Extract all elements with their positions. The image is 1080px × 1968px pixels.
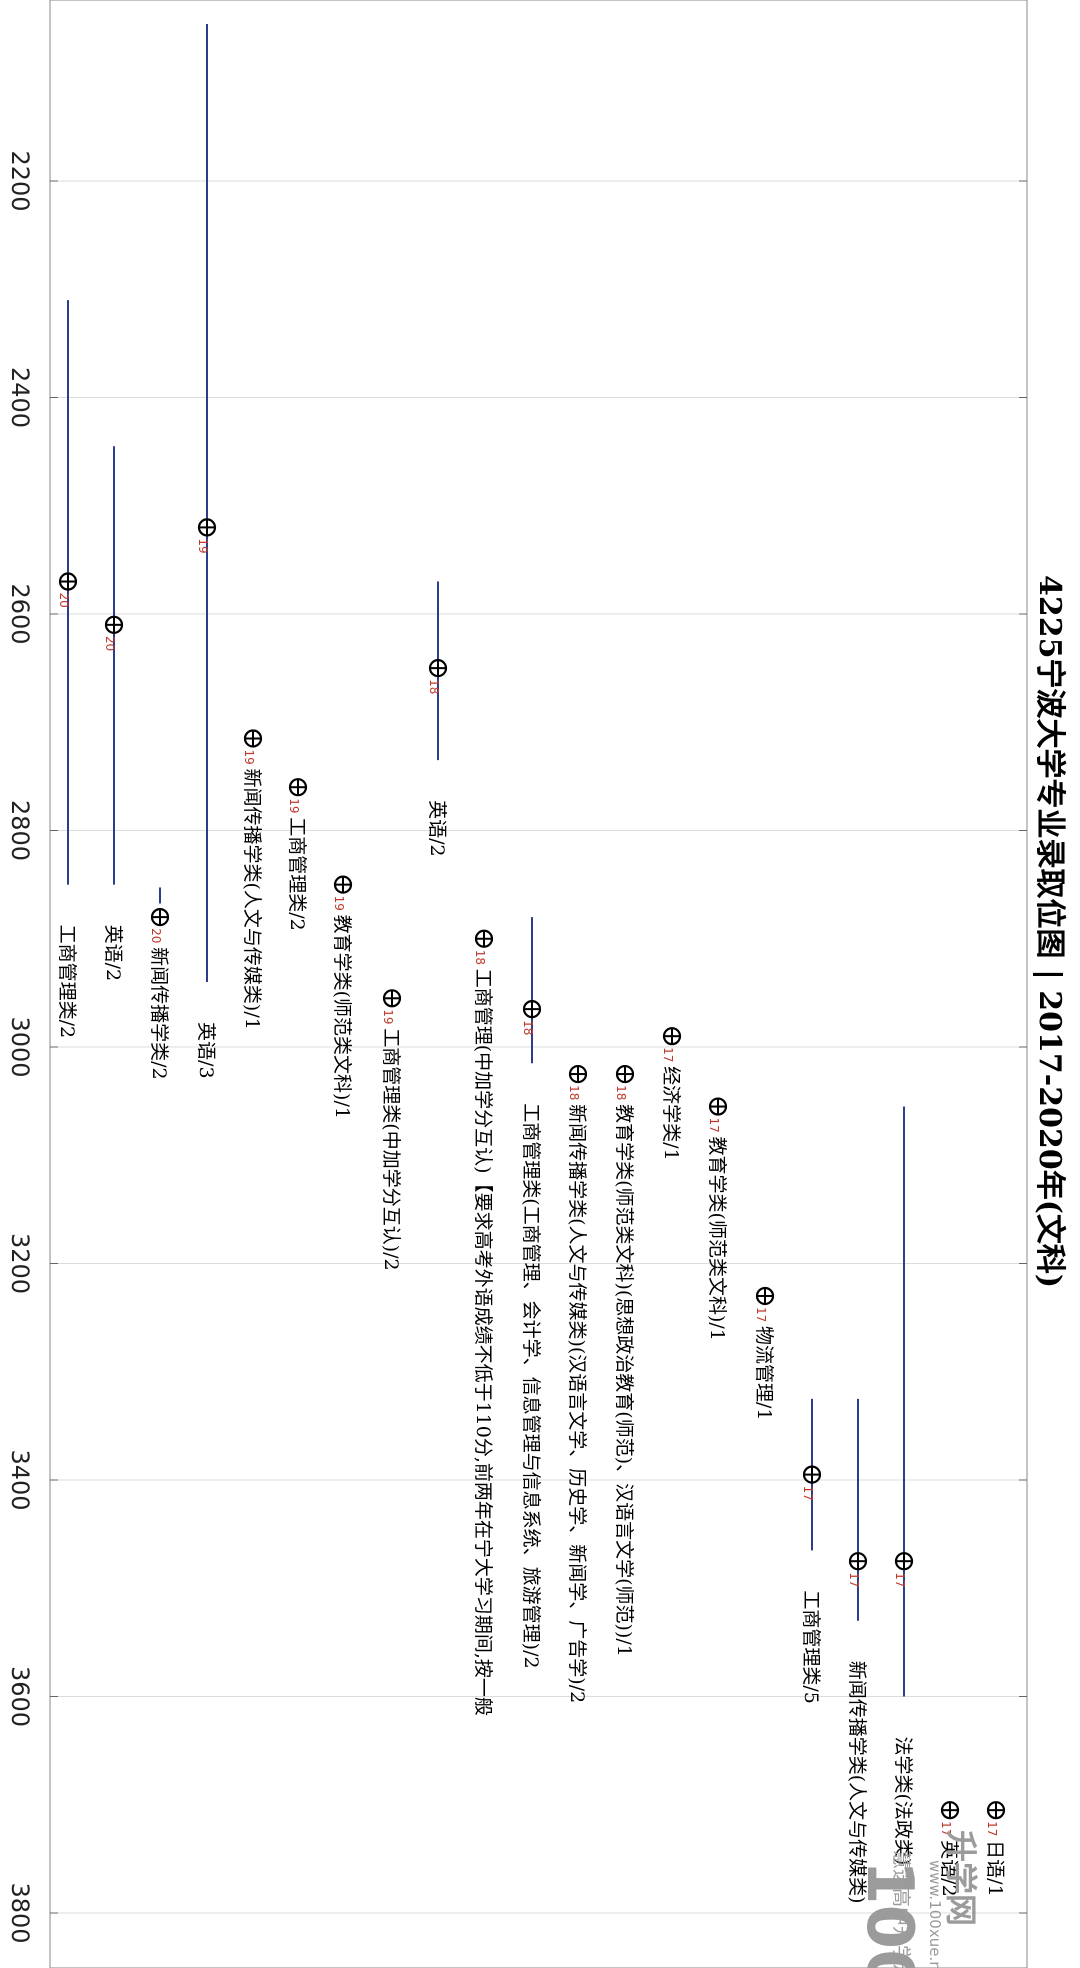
point-year-label: 17 [754, 1307, 768, 1322]
point-major-label: 物流管理/1 [753, 1326, 775, 1421]
point-major-label: 工商管理类(中加学分互认)/2 [380, 1028, 402, 1270]
y-tick-label: 3200 [6, 1233, 34, 1294]
y-tick-label: 3400 [6, 1449, 34, 1510]
point-year-label: 18 [473, 950, 487, 965]
point-year-label: 17 [801, 1486, 815, 1501]
point-major-label: 工商管理(中加学分互认)【要求高考外语成绩不低于110分,前两年在宁大学习期间,… [472, 969, 494, 1716]
data-point-marker [474, 929, 494, 948]
data-point-marker [894, 1552, 914, 1571]
y-axis-ticks: 2200 2400 2600 2800 3000 3200 3400 3600 3800 [6, 150, 1027, 1944]
data-point-marker [382, 989, 402, 1008]
y-tick-label: 3800 [6, 1882, 34, 1943]
point-major-label: 教育学类(师范类文科)/1 [331, 915, 353, 1119]
data-point-marker [428, 659, 448, 678]
data-point-marker [522, 1000, 542, 1019]
point-year-label: 18 [427, 679, 441, 694]
data-point-marker [802, 1465, 822, 1484]
data-point-marker [568, 1064, 588, 1084]
grid-lines [50, 180, 1027, 1914]
point-major-label: 英语/3 [195, 1022, 217, 1079]
point-major-label: 新闻传播学类/2 [148, 947, 170, 1080]
point-year-label: 20 [57, 593, 71, 608]
point-year-label: 17 [893, 1572, 907, 1587]
watermark-brand: 升学网 [942, 1830, 980, 1926]
point-labels: 20 工商管理类/2 20 英语/2 20 新闻传播学类/2 19 英语/3 19 新闻传播学类(… [56, 538, 1006, 1903]
data-point-marker [986, 1801, 1006, 1820]
point-major-label: 英语/2 [426, 800, 448, 857]
point-year-label: 19 [242, 749, 256, 764]
point-major-label: 工商管理类(工商管理、会计学、信息管理与信息系统、旅游管理)/2 [520, 1103, 542, 1668]
watermark: 100 升学网 慧选高中升学规划 www.100xue.net [852, 1830, 980, 1968]
chart-title: 4225宁波大学专业录取位图 | 2017-2020年(文科) [1032, 575, 1067, 1288]
point-year-label: 17 [985, 1821, 999, 1836]
y-tick-label: 3600 [6, 1666, 34, 1727]
watermark-logo: 100 [852, 1860, 926, 1968]
point-year-label: 19 [196, 538, 210, 553]
y-tick-label: 2200 [6, 150, 34, 211]
point-major-label: 英语/2 [102, 925, 124, 982]
data-point-marker [755, 1286, 775, 1306]
point-year-label: 19 [287, 798, 301, 813]
point-year-label: 18 [567, 1085, 581, 1100]
data-point-marker [662, 1027, 682, 1046]
plot-area [49, 0, 1028, 1968]
point-major-label: 教育学类(师范类文科)(思想政治教育(师范)、汉语言文学(师范))/1 [613, 1104, 635, 1657]
point-year-label: 19 [332, 896, 346, 911]
point-year-label: 17 [661, 1047, 675, 1062]
point-year-label: 18 [521, 1020, 535, 1035]
data-point-marker [104, 615, 124, 634]
point-major-label: 新闻传播学类(人文与传媒类)/1 [241, 768, 263, 1029]
point-year-label: 19 [381, 1009, 395, 1024]
data-point-marker [708, 1097, 728, 1116]
point-year-label: 17 [939, 1821, 953, 1836]
data-point-marker [615, 1064, 635, 1084]
point-major-label: 法学类(法政类) [892, 1737, 914, 1866]
data-points [58, 518, 1006, 1820]
point-year-label: 20 [149, 928, 163, 943]
y-tick-label: 2600 [6, 583, 34, 644]
watermark-url: www.100xue.net [926, 1860, 944, 1968]
svg-text:100: 100 [852, 1860, 926, 1968]
data-point-marker [150, 907, 170, 927]
point-major-label: 新闻传播学类(人文与传媒类) [846, 1661, 868, 1904]
point-major-label: 日语/1 [984, 1840, 1006, 1897]
data-point-marker [288, 778, 308, 797]
y-tick-label: 2400 [6, 367, 34, 428]
point-year-label: 18 [614, 1085, 628, 1100]
point-major-label: 工商管理类/2 [286, 817, 308, 931]
point-major-label: 工商管理类/2 [56, 925, 78, 1039]
point-major-label: 工商管理类/5 [800, 1590, 822, 1704]
point-major-label: 经济学类/1 [660, 1066, 682, 1161]
point-year-label: 17 [847, 1572, 861, 1587]
data-point-marker [333, 875, 353, 894]
data-point-marker [243, 729, 263, 748]
data-point-marker [197, 518, 217, 537]
data-point-marker [848, 1552, 868, 1571]
point-year-label: 17 [707, 1118, 721, 1133]
data-point-marker [940, 1801, 960, 1820]
point-major-label: 英语/2 [938, 1840, 960, 1897]
point-major-label: 教育学类(师范类文科)/1 [706, 1137, 728, 1341]
point-year-label: 20 [103, 636, 117, 651]
watermark-account: 慧选高中升学规划 [890, 1850, 912, 1968]
point-major-label: 新闻传播学类(人文与传媒类)(汉语言文学、历史学、新闻学、广告学)/2 [566, 1104, 588, 1703]
data-point-marker [58, 572, 78, 591]
y-tick-label: 3000 [6, 1016, 34, 1077]
y-tick-label: 2800 [6, 800, 34, 861]
